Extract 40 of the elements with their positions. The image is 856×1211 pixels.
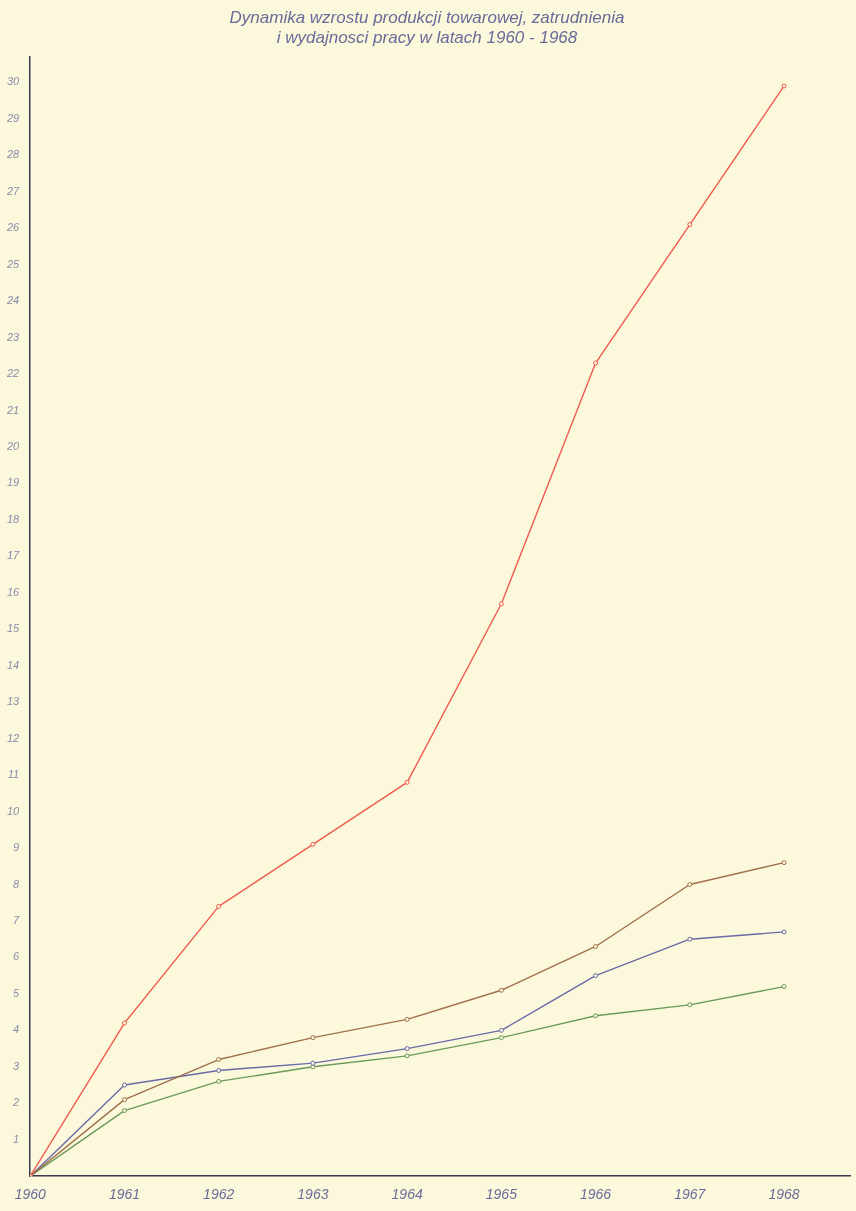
x-tick-label: 1960 bbox=[14, 1186, 47, 1203]
y-tick-label: 1 bbox=[13, 1132, 20, 1145]
y-tick-label: 22 bbox=[5, 367, 20, 380]
y-tick-label: 24 bbox=[5, 294, 20, 307]
y-tick-label: 7 bbox=[13, 914, 21, 927]
y-tick-label: 8 bbox=[13, 877, 21, 890]
y-tick-label: 15 bbox=[6, 622, 21, 635]
x-tick-label: 1961 bbox=[108, 1186, 141, 1203]
x-tick-label: 1967 bbox=[674, 1186, 707, 1203]
y-tick-label: 28 bbox=[5, 148, 21, 161]
y-tick-label: 30 bbox=[6, 75, 21, 88]
y-tick-label: 27 bbox=[5, 184, 21, 197]
y-tick-label: 17 bbox=[6, 549, 21, 562]
x-tick-label: 1962 bbox=[203, 1186, 235, 1203]
y-tick-label: 13 bbox=[6, 695, 21, 708]
y-tick-label: 4 bbox=[13, 1023, 20, 1036]
x-tick-label: 1968 bbox=[768, 1186, 800, 1203]
y-tick-label: 12 bbox=[6, 731, 20, 744]
x-tick-label: 1966 bbox=[580, 1186, 612, 1203]
x-tick-label: 1963 bbox=[297, 1186, 329, 1203]
y-tick-label: 25 bbox=[5, 257, 21, 270]
y-tick-label: 5 bbox=[13, 986, 21, 999]
x-tick-label: 1965 bbox=[485, 1186, 518, 1203]
y-tick-label: 23 bbox=[5, 330, 21, 343]
y-tick-label: 26 bbox=[5, 221, 21, 234]
chart-title: Dynamika wzrostu produkcji towarowej, zatrudnienia i wydajnosci pracy w latach 1960 - 1968 bbox=[229, 7, 625, 48]
x-tick-label: 1964 bbox=[391, 1186, 423, 1203]
y-tick-label: 14 bbox=[6, 658, 20, 671]
y-tick-label: 3 bbox=[13, 1059, 21, 1072]
y-tick-label: 18 bbox=[6, 512, 21, 525]
y-tick-label: 19 bbox=[6, 476, 20, 489]
y-tick-label: 2 bbox=[12, 1096, 20, 1109]
y-tick-label: 20 bbox=[5, 440, 21, 453]
y-tick-label: 9 bbox=[13, 841, 20, 854]
y-tick-label: 29 bbox=[5, 111, 20, 124]
y-tick-label: 21 bbox=[5, 403, 20, 416]
y-tick-label: 10 bbox=[6, 804, 21, 817]
y-tick-label: 16 bbox=[6, 585, 21, 598]
y-tick-label: 11 bbox=[7, 768, 20, 781]
y-tick-label: 6 bbox=[13, 950, 21, 963]
